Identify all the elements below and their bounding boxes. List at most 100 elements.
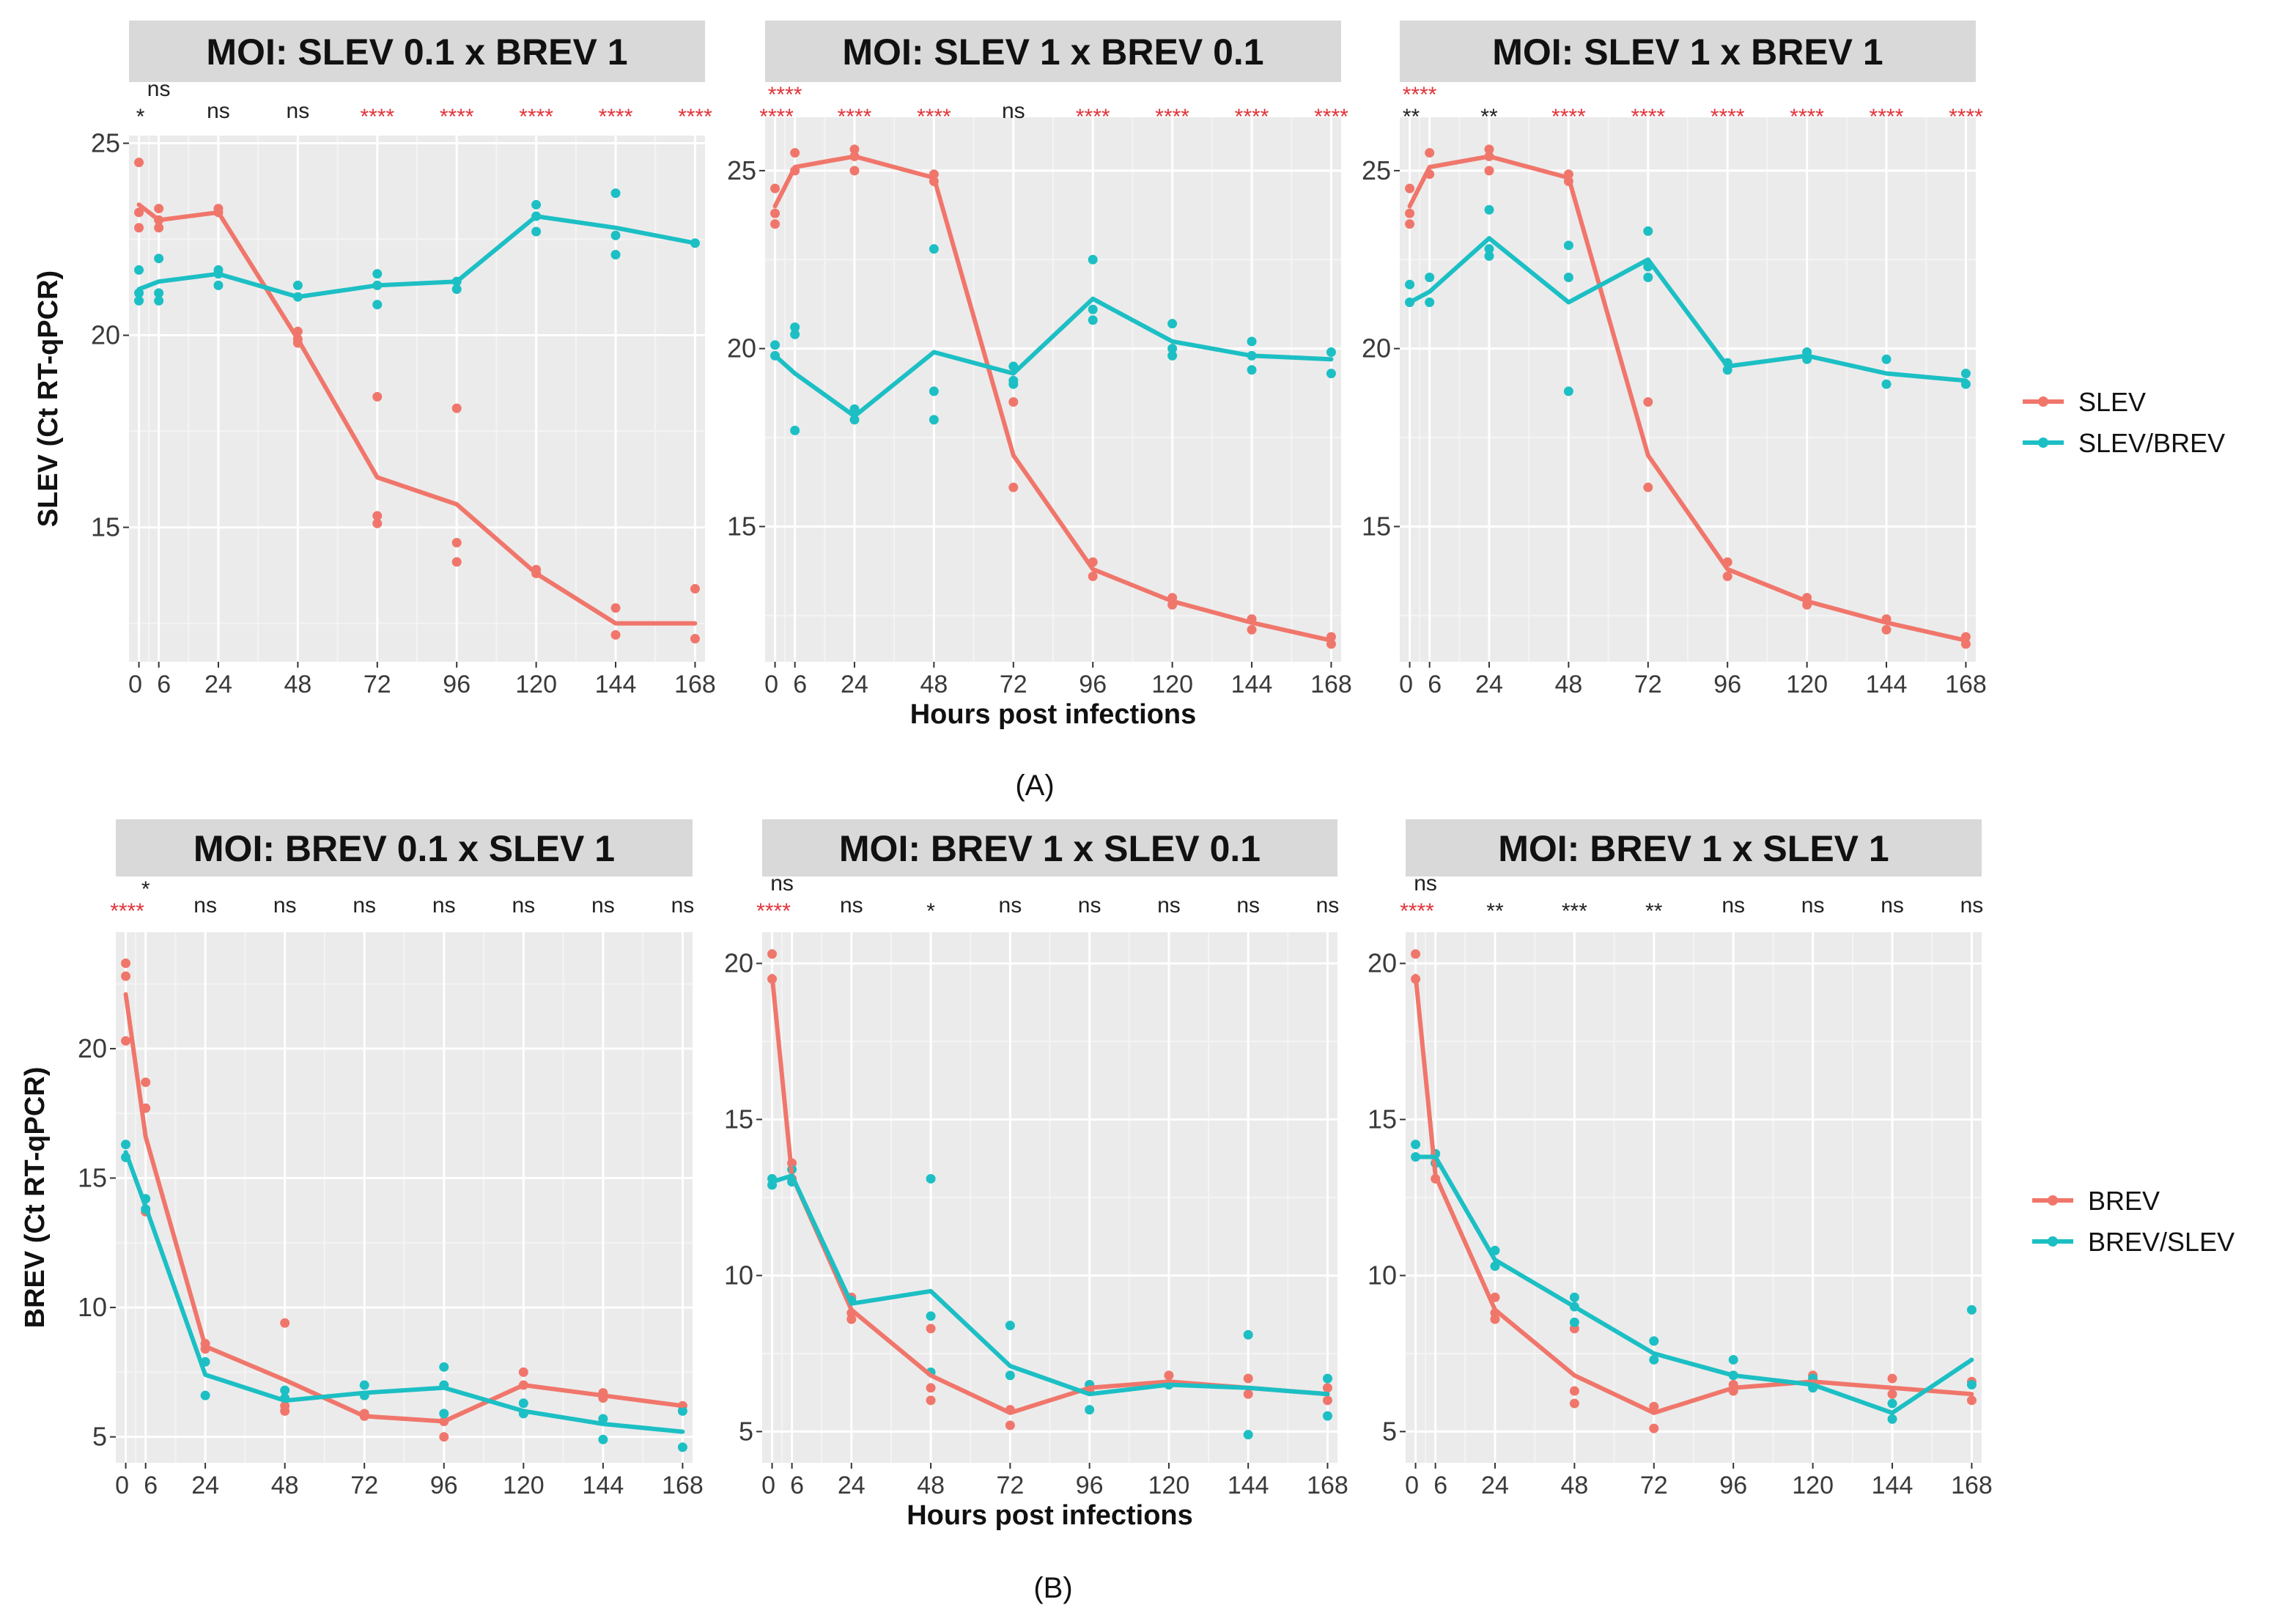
chart-5-xtick-label: 48: [1560, 1472, 1588, 1499]
chart-1-series-0-point: [770, 219, 780, 229]
chart-4-series-0-point: [767, 949, 778, 959]
chart-0-series-1-point: [154, 295, 164, 306]
chart-4-xtick-label: 48: [917, 1472, 945, 1499]
chart-5-xtick-label: 72: [1640, 1472, 1668, 1499]
chart-0-xtick-label: 24: [204, 671, 232, 698]
chart-1-series-1-point: [1167, 344, 1178, 354]
chart-3-xtick-label: 168: [662, 1472, 704, 1499]
chart-2-xtick-label: 144: [1866, 671, 1908, 698]
chart-4-sig-label: ns: [840, 893, 863, 918]
chart-2-series-0-point: [1405, 183, 1415, 193]
chart-0-series-1-point: [154, 254, 164, 264]
chart-1-series-1-point: [849, 415, 860, 425]
chart-1-series-0-point: [770, 183, 780, 193]
chart-0-xtick-label: 168: [674, 671, 716, 698]
chart-1-xtick-label: 24: [841, 671, 868, 698]
chart-0-series-1-point: [213, 280, 224, 290]
chart-1-strip: [765, 21, 1341, 82]
chart-5-series-1-point: [1728, 1354, 1738, 1365]
chart-0-series-1-point: [372, 269, 383, 279]
chart-5-series-0-line: [1413, 973, 1974, 1415]
chart-5-sig-label: ****: [1400, 899, 1434, 923]
chart-3-series-1-point: [121, 1140, 131, 1150]
chart-0-ytick-label: 20: [91, 320, 120, 350]
chart-3-series-0-point: [439, 1432, 449, 1442]
chart-4-series-0-point: [926, 1324, 936, 1334]
chart-4-series-1-point: [1005, 1370, 1015, 1381]
chart-2-series-1-point: [1484, 244, 1494, 254]
chart-2-series-1-point: [1484, 251, 1494, 261]
chart-0-ytick-label: 25: [91, 128, 120, 158]
chart-2-series-1-point: [1643, 273, 1653, 283]
chart-1-sig-label: ****: [1235, 105, 1269, 129]
chart-1-series-1-line: [772, 296, 1334, 418]
chart-0-ytick-label: 15: [91, 512, 120, 542]
chart-3-sig-label: ns: [353, 893, 376, 918]
chart-3-xtick-label: 72: [350, 1472, 378, 1499]
chart-4-xtick-label: 24: [838, 1472, 866, 1499]
chart-1-series-0-point: [790, 148, 800, 158]
chart-5-series-0-point: [1569, 1398, 1579, 1409]
chart-5-xtick-label: 6: [1433, 1472, 1447, 1499]
chart-2-xtick-label: 0: [1399, 671, 1413, 698]
chart-1-sig-label: ****: [917, 105, 951, 129]
chart-1-sig-label: ns: [1002, 99, 1025, 123]
chart-5-series-0-point: [1649, 1401, 1659, 1411]
chart-3-xtick-label: 0: [115, 1472, 129, 1499]
chart-3-series-1-point: [518, 1398, 528, 1409]
chart-4-xtick-label: 144: [1228, 1472, 1269, 1499]
chart-3-series-1-point: [439, 1362, 449, 1372]
chart-5-ytick-label: 20: [1368, 948, 1397, 978]
chart-1-series-0-point: [1088, 571, 1098, 581]
chart-0-series-1-point: [134, 288, 144, 298]
chart-3-sig-label: ns: [432, 893, 456, 918]
legend-0-label: SLEV: [2078, 387, 2146, 417]
chart-3-series-0-point: [280, 1406, 290, 1416]
chart-0-series-1-point: [610, 230, 621, 240]
chart-0-sig-label: ****: [440, 105, 474, 129]
chart-1-series-1-point: [770, 340, 780, 350]
chart-2-sig-label: ****: [1710, 105, 1745, 129]
legend-0-key-point: [2038, 396, 2048, 407]
chart-3-series-1-point: [439, 1409, 449, 1419]
chart-1-ytick-label: 20: [727, 333, 756, 363]
chart-3-ytick-label: 15: [78, 1163, 107, 1193]
chart-5-series-0-point: [1966, 1395, 1977, 1406]
chart-2-xtick-label: 96: [1713, 671, 1741, 698]
chart-5-ytick-label: 15: [1368, 1104, 1397, 1134]
chart-5-series-1-point: [1569, 1317, 1579, 1327]
chart-1-series-1-point: [790, 322, 800, 333]
chart-0-ylabel: SLEV (Ct RT-qPCR): [33, 270, 64, 527]
chart-3-xtick-label: 6: [144, 1472, 158, 1499]
chart-4-sig-top-label: ns: [770, 871, 794, 896]
chart-0-series-1-point: [610, 249, 621, 259]
chart-4-series-0-point: [1164, 1370, 1174, 1381]
chart-2-series-1-point: [1425, 273, 1435, 283]
chart-0-sig-label: *: [136, 105, 145, 129]
chart-2-ytick-label: 20: [1362, 333, 1391, 363]
chart-2-series-0-point: [1643, 396, 1653, 407]
chart-1-sig-label: ****: [759, 105, 794, 129]
chart-0-sig-label: ****: [599, 105, 633, 129]
chart-2-series-0-point: [1484, 144, 1494, 155]
chart-1-sig-top-label: ****: [768, 83, 802, 107]
chart-0-sig-label: ns: [207, 99, 230, 123]
chart-3-series-0-point: [121, 1036, 131, 1046]
chart-3-ylabel: BREV (Ct RT-qPCR): [20, 1067, 51, 1329]
chart-3-sig-label: ****: [110, 899, 144, 923]
chart-0-xtick-label: 48: [284, 671, 311, 698]
chart-3-sig-label: ns: [273, 893, 297, 918]
chart-1-series-1-point: [1088, 254, 1098, 265]
chart-4-xtick-label: 168: [1307, 1472, 1348, 1499]
chart-4-strip: [762, 819, 1337, 876]
chart-4-series-0-point: [1005, 1420, 1015, 1431]
chart-0-series-0-point: [134, 223, 144, 233]
chart-5-series-1-point: [1966, 1380, 1977, 1390]
chart-2-series-1-point: [1563, 386, 1573, 396]
chart-3-xtick-label: 144: [583, 1472, 624, 1499]
chart-1-series-1-point: [929, 244, 939, 254]
chart-3-series-0-point: [280, 1318, 290, 1328]
chart-4-xlabel: Hours post infections: [907, 1500, 1193, 1531]
chart-0-series-1-point: [134, 265, 144, 275]
chart-3-strip: [116, 819, 693, 876]
